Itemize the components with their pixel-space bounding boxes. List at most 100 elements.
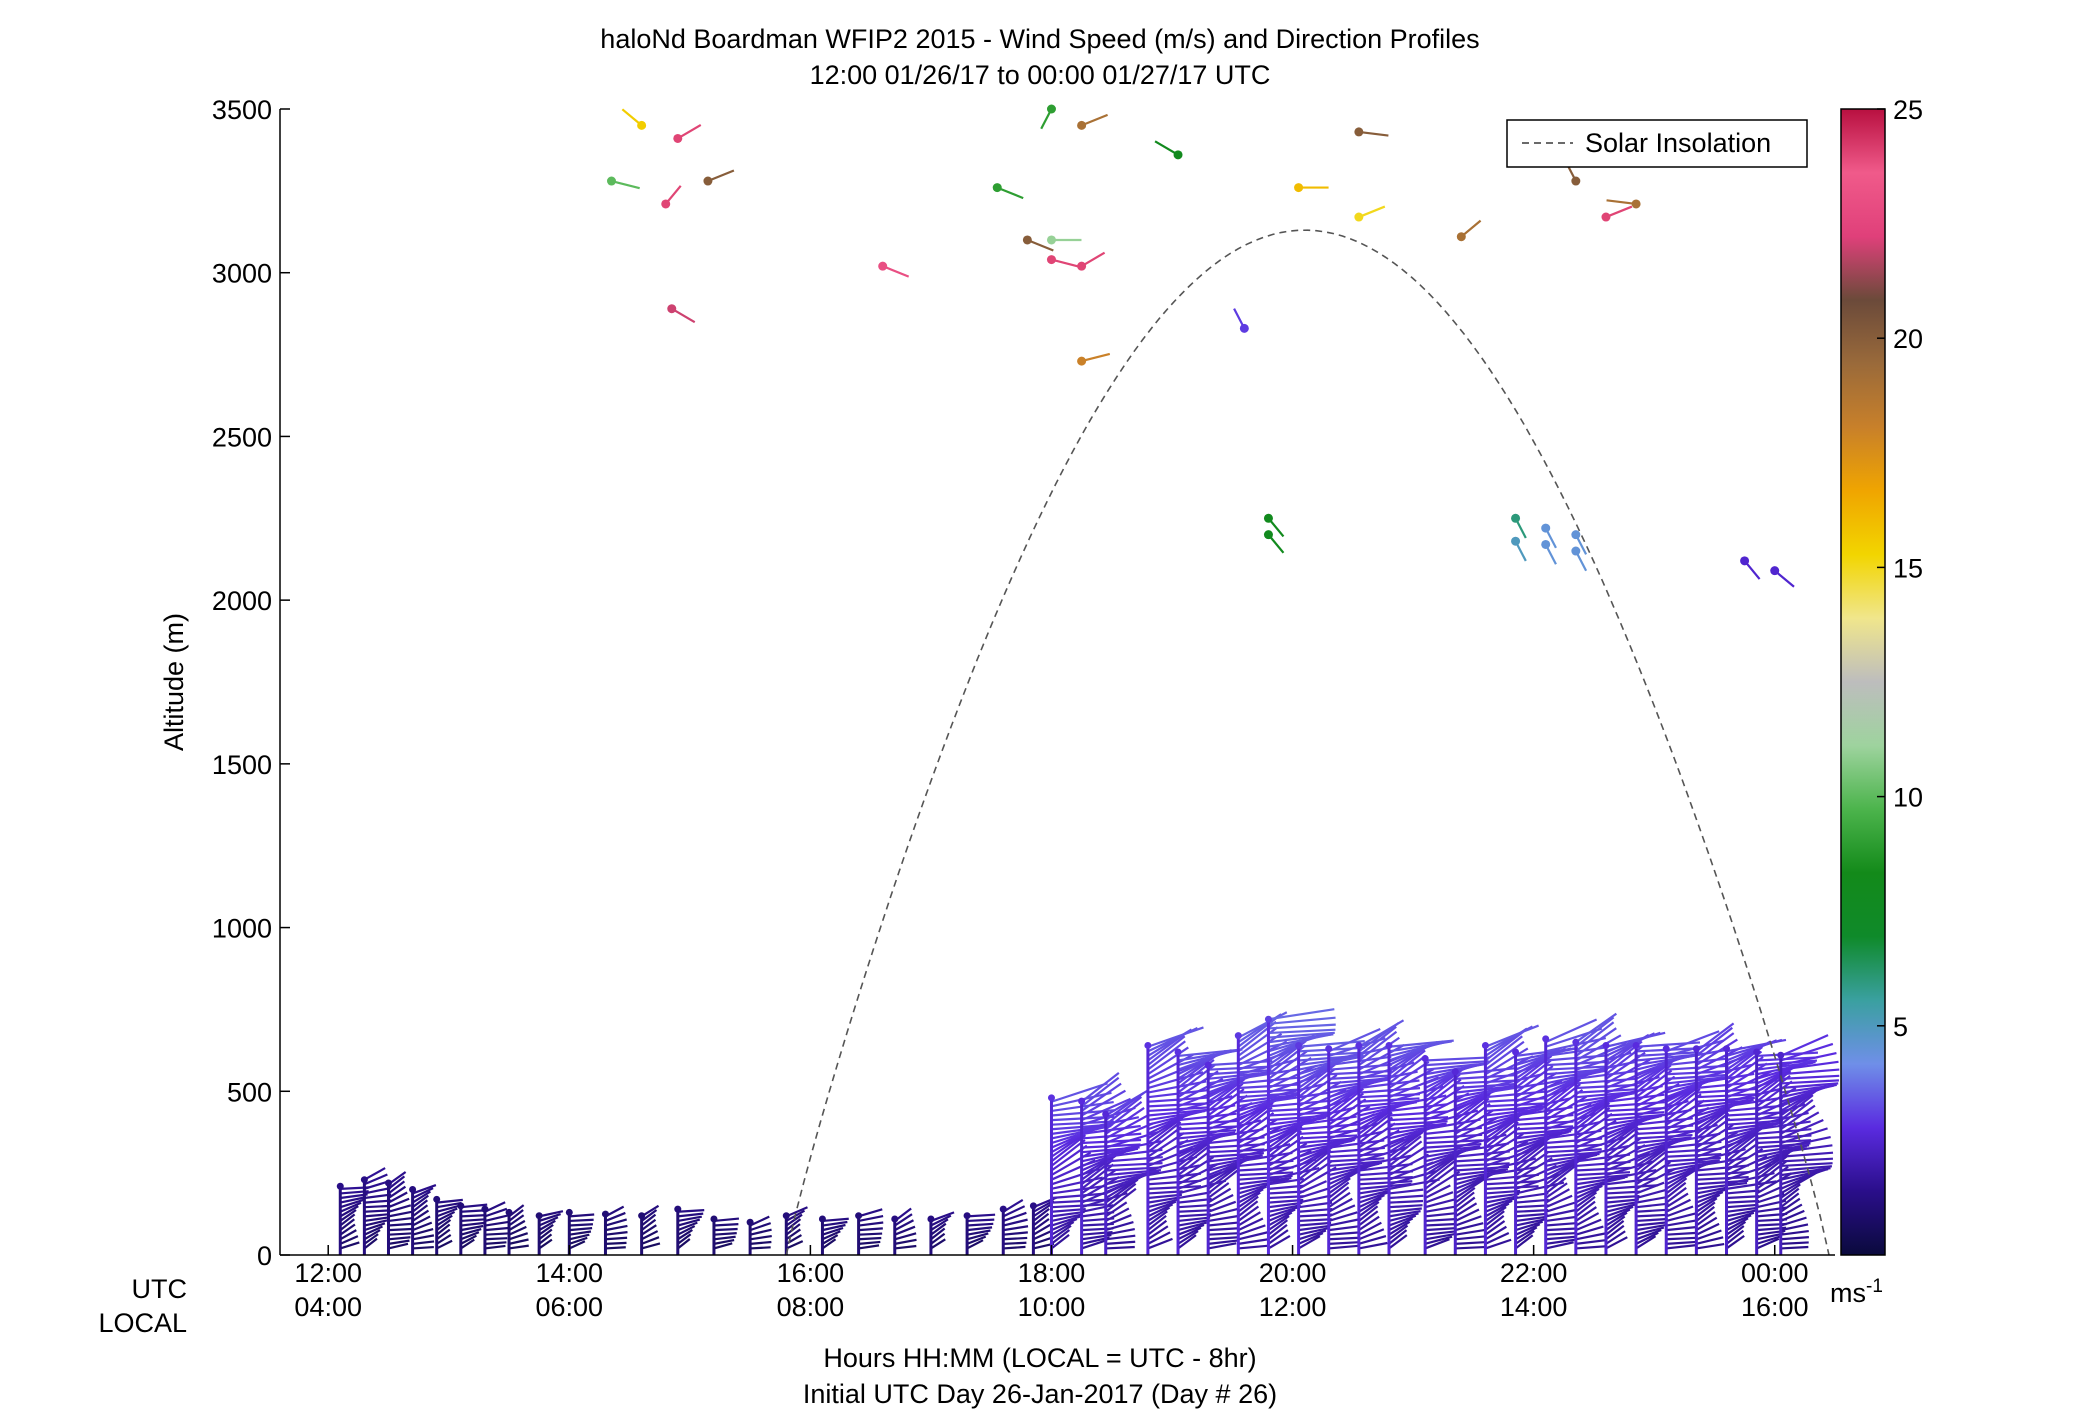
wind-barb-stroke	[1635, 1224, 1666, 1232]
y-tick-label: 3000	[212, 259, 272, 289]
wind-barb-stroke	[1780, 1209, 1805, 1222]
wind-barb-stroke	[388, 1197, 410, 1209]
wind-barb-stroke	[1726, 1211, 1755, 1223]
wind-profile	[565, 1208, 595, 1255]
wind-barb-stroke	[1575, 1182, 1606, 1195]
wind-barb-stroke	[1105, 1148, 1163, 1158]
wind-barb-stroke	[1484, 1202, 1510, 1218]
x-axis-label-day: Initial UTC Day 26-Jan-2017 (Day # 26)	[803, 1379, 1277, 1409]
wind-barb-stroke	[1147, 1200, 1177, 1213]
wind-barb-stroke	[1575, 1212, 1600, 1227]
wind-barb-stroke	[1298, 1180, 1327, 1195]
wind-profile-top-dot	[1777, 1051, 1785, 1059]
wind-barb	[606, 176, 640, 190]
wind-barb-stroke	[1725, 1131, 1759, 1158]
wind-barb-stroke	[1726, 1122, 1780, 1135]
wind-barb-stroke	[1695, 1222, 1720, 1236]
wind-barb-stroke	[822, 1220, 848, 1227]
wind-profile-top-dot	[782, 1212, 790, 1220]
wind-barb-stroke	[1207, 1182, 1230, 1199]
wind-barb-stroke	[967, 1222, 994, 1227]
wind-barb-stroke	[1147, 1198, 1179, 1209]
wind-barb-stroke	[1485, 1199, 1513, 1213]
wind-barb-stroke	[339, 1229, 357, 1241]
wind-barb-stroke	[1425, 1126, 1483, 1135]
chart-subtitle: 12:00 01/26/17 to 00:00 01/27/17 UTC	[810, 60, 1271, 90]
wind-barb-stroke	[1665, 1198, 1691, 1213]
wind-barb-stroke	[1484, 1126, 1521, 1154]
wind-barb	[621, 108, 647, 130]
wind-barb-stroke	[1575, 1107, 1611, 1135]
wind-barb-stroke	[858, 1221, 884, 1227]
wind-barb-stroke	[1756, 1051, 1818, 1058]
wind-barb-stroke	[1780, 1068, 1840, 1076]
wind-barb-stroke	[1358, 1111, 1393, 1140]
wind-barb-stroke	[1726, 1180, 1777, 1190]
wind-barb-stroke	[1267, 1229, 1289, 1245]
wind-barb-stroke	[436, 1219, 452, 1231]
wind-barb-stroke	[1695, 1117, 1731, 1144]
wind-barb-stroke	[1105, 1140, 1162, 1154]
wind-barb-stroke	[1298, 1213, 1333, 1218]
wind-barb-dot	[1077, 120, 1087, 130]
wind-barb-stroke	[412, 1221, 433, 1232]
wind-barb-stroke	[1425, 1139, 1482, 1145]
wind-barb-stroke	[1358, 1194, 1385, 1209]
wind-barb-stroke	[1388, 1214, 1417, 1227]
wind-profile	[505, 1204, 529, 1255]
wind-barb-stroke	[1147, 1164, 1200, 1177]
wind-barb-stroke	[1696, 1156, 1749, 1168]
wind-barb-stroke	[1298, 1232, 1324, 1245]
wind-barb-stroke	[1665, 1177, 1688, 1195]
wind-barb-stroke	[1328, 1186, 1350, 1204]
wind-barb-stroke	[1298, 1218, 1332, 1223]
wind-barb-stroke	[484, 1244, 506, 1250]
wind-barb-stroke	[894, 1232, 917, 1241]
wind-barb-stroke	[1297, 1149, 1332, 1176]
wind-barb-stroke	[1424, 1159, 1457, 1186]
wind-barb	[673, 124, 702, 143]
wind-barb-stroke	[1665, 1088, 1701, 1117]
wind-barb-stroke	[1358, 1030, 1398, 1062]
wind-barb-stroke	[412, 1184, 437, 1195]
wind-barb-stroke	[1388, 1204, 1423, 1209]
wind-barb-stroke	[1635, 1235, 1657, 1250]
wind-barb-stroke	[1358, 1025, 1397, 1057]
wind-barb-stroke	[1267, 1056, 1312, 1085]
wind-barb	[1294, 183, 1329, 193]
wind-barb-stroke	[436, 1239, 453, 1250]
wind-barb-stroke	[1545, 1018, 1598, 1044]
wind-barb-stroke	[1208, 1136, 1265, 1145]
wind-barb-stroke	[1328, 1204, 1356, 1218]
wind-barb-stroke	[1485, 1195, 1518, 1204]
wind-barb-stroke	[1635, 1099, 1689, 1117]
x-tick-label-local: 16:00	[1741, 1292, 1809, 1322]
x-tick-label-utc: 14:00	[536, 1258, 604, 1288]
wind-barb-stroke	[713, 1217, 740, 1223]
wind-barb-dot	[1294, 183, 1304, 193]
wind-profile	[710, 1215, 740, 1255]
wind-barb-stroke	[339, 1209, 357, 1222]
wind-barb-stroke	[1208, 1221, 1240, 1227]
wind-profile-top-dot	[855, 1212, 863, 1220]
wind-barb-stroke	[387, 1180, 406, 1195]
wind-barb-stroke	[1575, 1171, 1631, 1177]
wind-barb-stroke	[1081, 1147, 1139, 1158]
wind-barb-stroke	[1605, 1190, 1641, 1195]
wind-barb-stroke	[411, 1204, 429, 1218]
wind-barb-stroke	[1484, 1210, 1505, 1227]
wind-barb-stroke	[1455, 1150, 1510, 1158]
wind-barb-stroke	[1605, 1205, 1634, 1218]
wind-barb-stroke	[1725, 1141, 1760, 1167]
wind-barb-stroke	[1726, 1195, 1760, 1200]
wind-barb-stroke	[1635, 1221, 1668, 1227]
wind-barb-stroke	[1003, 1225, 1029, 1232]
wind-barb-stroke	[1388, 1210, 1421, 1218]
wind-barb-stroke	[1454, 1215, 1482, 1227]
wind-barb-stroke	[1298, 1187, 1330, 1200]
wind-barb-stroke	[1033, 1236, 1054, 1245]
wind-profile-top-dot	[433, 1195, 441, 1203]
wind-barb-stroke	[1515, 1223, 1541, 1236]
wind-barb-stroke	[967, 1218, 995, 1223]
wind-barb-stroke	[1147, 1214, 1167, 1231]
